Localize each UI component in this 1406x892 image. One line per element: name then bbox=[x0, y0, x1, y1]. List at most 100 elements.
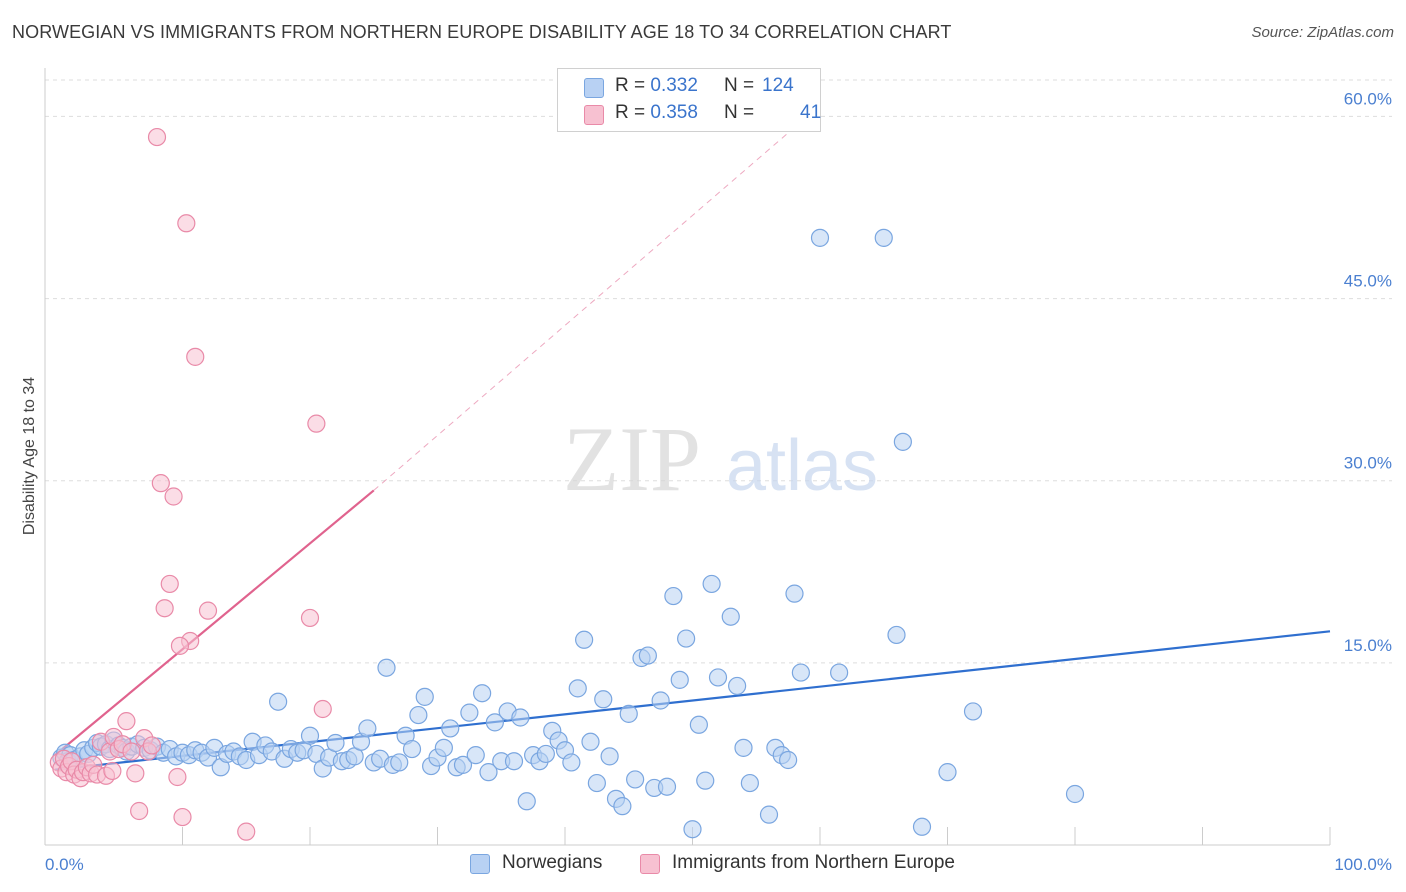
point-norwegians bbox=[740, 773, 759, 793]
point-norwegians bbox=[734, 738, 753, 757]
y-axis-label: Disability Age 18 to 34 bbox=[21, 377, 38, 535]
point-immigrants bbox=[186, 347, 205, 366]
legend-swatch-immigrants bbox=[584, 105, 604, 125]
point-norwegians bbox=[677, 629, 696, 648]
legend: R = 0.332 N = 124 R = 0.358 N = 41 bbox=[557, 68, 821, 132]
point-immigrants bbox=[155, 599, 174, 618]
legend-r-value: 0.332 bbox=[650, 75, 698, 96]
point-immigrants bbox=[147, 127, 167, 147]
point-norwegians bbox=[810, 228, 830, 247]
point-norwegians bbox=[568, 679, 587, 698]
y-tick-label: 60.0% bbox=[1344, 89, 1392, 108]
point-norwegians bbox=[664, 586, 683, 606]
legend-r: R = 0.358 bbox=[615, 102, 698, 124]
trend-line-extension bbox=[373, 116, 808, 491]
point-norwegians bbox=[517, 792, 536, 811]
point-immigrants bbox=[168, 767, 187, 787]
point-immigrants bbox=[177, 214, 196, 233]
point-norwegians bbox=[638, 646, 657, 665]
point-norwegians bbox=[587, 773, 606, 793]
point-norwegians bbox=[479, 763, 498, 782]
point-norwegians bbox=[269, 692, 288, 711]
point-norwegians bbox=[575, 630, 594, 649]
point-norwegians bbox=[600, 747, 619, 766]
point-norwegians bbox=[708, 668, 728, 687]
y-tick-label: 15.0% bbox=[1344, 636, 1392, 655]
legend-r-label: R = bbox=[615, 75, 646, 96]
point-norwegians bbox=[453, 755, 473, 774]
point-norwegians bbox=[626, 770, 645, 789]
watermark-atlas: atlas bbox=[726, 426, 878, 506]
bottom-legend-label-norwegians: Norwegians bbox=[502, 852, 603, 873]
point-immigrants bbox=[122, 742, 141, 761]
legend-n-label: N = bbox=[724, 102, 755, 123]
point-norwegians bbox=[536, 744, 555, 764]
point-norwegians bbox=[702, 574, 721, 594]
point-norwegians bbox=[485, 713, 504, 732]
point-norwegians bbox=[326, 733, 345, 753]
y-tick-label: 30.0% bbox=[1344, 454, 1392, 473]
point-norwegians bbox=[619, 704, 638, 723]
axis-layer bbox=[44, 68, 1331, 846]
point-norwegians bbox=[657, 777, 677, 796]
point-norwegians bbox=[358, 719, 377, 738]
point-immigrants bbox=[170, 636, 190, 655]
point-norwegians bbox=[779, 750, 798, 770]
point-norwegians bbox=[887, 625, 906, 645]
point-norwegians bbox=[683, 820, 702, 839]
point-norwegians bbox=[613, 797, 632, 816]
bottom-legend-swatch-norwegians bbox=[470, 854, 490, 874]
legend-r-label: R = bbox=[615, 102, 646, 123]
point-norwegians bbox=[963, 702, 983, 721]
point-norwegians bbox=[300, 726, 320, 745]
point-norwegians bbox=[441, 719, 460, 738]
chart-title: NORWEGIAN VS IMMIGRANTS FROM NORTHERN EU… bbox=[12, 22, 952, 42]
grid-layer bbox=[45, 79, 1392, 664]
point-norwegians bbox=[791, 663, 810, 682]
point-immigrants bbox=[237, 822, 256, 841]
point-immigrants bbox=[117, 712, 136, 731]
point-norwegians bbox=[651, 691, 670, 710]
x-tick-label: 100.0% bbox=[1334, 855, 1392, 874]
x-tick-label: 0.0% bbox=[45, 855, 84, 874]
point-norwegians bbox=[466, 746, 485, 765]
point-norwegians bbox=[893, 432, 912, 451]
trend-line bbox=[54, 630, 1331, 771]
legend-swatch-norwegians bbox=[584, 78, 604, 98]
point-norwegians bbox=[402, 739, 422, 759]
legend-r-value: 0.358 bbox=[650, 102, 698, 123]
watermark: ZIP atlas bbox=[563, 408, 878, 510]
point-immigrants bbox=[164, 487, 183, 506]
point-norwegians bbox=[434, 738, 453, 757]
point-norwegians bbox=[460, 703, 479, 722]
point-norwegians bbox=[390, 753, 409, 772]
point-norwegians bbox=[728, 676, 747, 696]
point-norwegians bbox=[689, 715, 708, 734]
bottom-legend-label-immigrants: Immigrants from Northern Europe bbox=[672, 852, 955, 873]
point-norwegians bbox=[409, 705, 428, 725]
point-immigrants bbox=[130, 801, 149, 821]
point-immigrants bbox=[173, 807, 192, 827]
watermark-zip: ZIP bbox=[563, 408, 701, 510]
point-norwegians bbox=[874, 228, 893, 247]
point-norwegians bbox=[562, 753, 581, 772]
y-tick-label: 45.0% bbox=[1344, 272, 1392, 291]
point-norwegians bbox=[938, 763, 957, 782]
source-label: Source: ZipAtlas.com bbox=[1251, 24, 1394, 41]
point-norwegians bbox=[504, 752, 524, 771]
point-immigrants bbox=[103, 761, 122, 781]
point-norwegians bbox=[696, 771, 715, 790]
point-norwegians bbox=[473, 684, 492, 703]
legend-n-value: 124 bbox=[762, 75, 794, 96]
point-norwegians bbox=[511, 708, 530, 727]
bottom-legend: Norwegians Immigrants from Northern Euro… bbox=[0, 852, 1406, 878]
point-immigrants bbox=[198, 601, 218, 620]
points-layer bbox=[49, 127, 1085, 841]
point-norwegians bbox=[670, 670, 689, 689]
point-immigrants bbox=[126, 764, 145, 783]
point-norwegians bbox=[1065, 784, 1085, 804]
point-immigrants bbox=[160, 574, 179, 594]
point-norwegians bbox=[721, 607, 740, 626]
point-norwegians bbox=[377, 658, 396, 677]
